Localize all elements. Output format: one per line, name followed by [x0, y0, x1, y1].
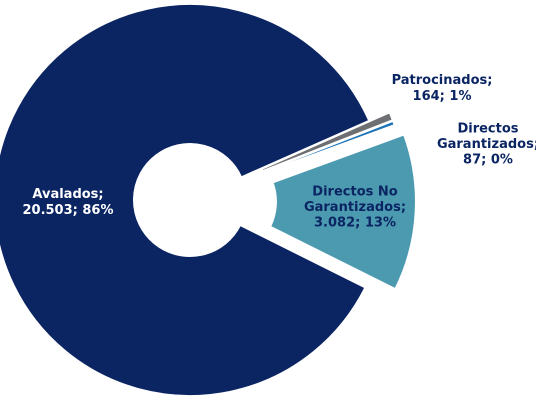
label-name-cont: Garantizados;	[437, 137, 536, 152]
donut-slice	[0, 3, 371, 397]
label-name: Patrocinados;	[392, 73, 493, 88]
donut-slice	[268, 133, 417, 291]
data-label: Patrocinados; 164; 1%	[392, 73, 493, 104]
label-value: 164; 1%	[413, 88, 472, 103]
label-name-cont: Garantizados;	[304, 200, 406, 215]
donut-slice	[261, 119, 396, 175]
label-name: Directos	[457, 121, 518, 136]
data-label: Directos Garantizados; 87; 0%	[437, 121, 536, 167]
label-value: 3.082; 13%	[314, 215, 396, 230]
label-value: 87; 0%	[463, 152, 513, 167]
data-label: Directos No Garantizados; 3.082; 13%	[304, 184, 406, 230]
label-value: 20.503; 86%	[22, 202, 113, 217]
data-label: Avalados; 20.503; 86%	[22, 187, 113, 218]
label-name: Avalados;	[32, 187, 103, 202]
label-name: Directos No	[312, 184, 397, 199]
